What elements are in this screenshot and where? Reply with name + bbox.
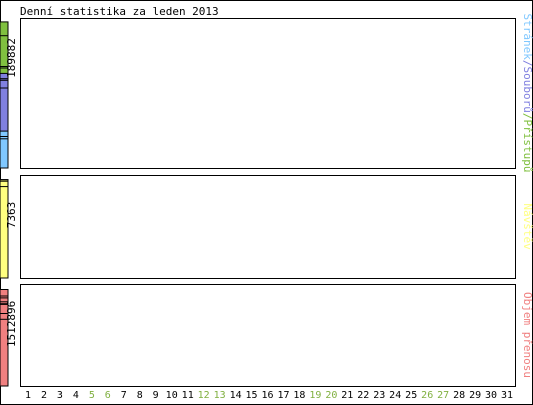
bar-kbytes-Objem přenosu-31	[0, 318, 9, 387]
x-tick-label-day-1: 1	[25, 390, 31, 401]
y-max-label-visits: 7363	[5, 202, 18, 229]
x-tick-label-day-11: 11	[182, 390, 194, 401]
panel-frame-visits	[20, 175, 516, 279]
x-tick-label-day-22: 22	[357, 390, 369, 401]
series-label-part: Stránek	[521, 14, 533, 61]
x-tick-label-day-25: 25	[405, 390, 417, 401]
x-tick-label-day-31: 31	[501, 390, 513, 401]
x-tick-label-day-13: 13	[214, 390, 226, 401]
series-label-requests: Stránek/Souborů/Přístupů	[521, 14, 533, 173]
x-tick-label-day-12: 12	[198, 390, 210, 401]
x-tick-label-day-7: 7	[121, 390, 127, 401]
x-tick-label-day-21: 21	[341, 390, 353, 401]
series-label-part: /Souborů	[521, 60, 533, 113]
x-tick-label-day-23: 23	[373, 390, 385, 401]
series-label-kbytes: Objem přenosu	[521, 292, 533, 378]
x-tick-label-day-28: 28	[453, 390, 465, 401]
x-tick-label-day-2: 2	[41, 390, 47, 401]
x-tick-label-day-9: 9	[153, 390, 159, 401]
chart-title: Denní statistika za leden 2013	[20, 5, 219, 18]
x-tick-label-day-4: 4	[73, 390, 79, 401]
series-label-visits: Návštěv	[521, 203, 533, 250]
y-max-label-requests: 189882	[5, 38, 18, 78]
bar-requests-Stránek-31	[0, 138, 9, 169]
x-tick-label-day-10: 10	[166, 390, 178, 401]
x-tick-label-day-19: 19	[309, 390, 321, 401]
x-tick-label-day-18: 18	[293, 390, 305, 401]
x-tick-label-day-24: 24	[389, 390, 401, 401]
bar-visits-Návštěv-31	[0, 186, 9, 279]
x-tick-label-day-5: 5	[89, 390, 95, 401]
panel-frame-requests	[20, 18, 516, 169]
x-tick-label-day-26: 26	[421, 390, 433, 401]
x-tick-label-day-6: 6	[105, 390, 111, 401]
x-tick-label-day-8: 8	[137, 390, 143, 401]
x-tick-label-day-15: 15	[245, 390, 257, 401]
x-tick-label-day-27: 27	[437, 390, 449, 401]
x-tick-label-day-17: 17	[277, 390, 289, 401]
x-tick-label-day-3: 3	[57, 390, 63, 401]
x-tick-label-day-30: 30	[485, 390, 497, 401]
y-max-label-kbytes: 1512896	[5, 301, 18, 347]
x-tick-label-day-14: 14	[230, 390, 242, 401]
x-tick-label-day-20: 20	[325, 390, 337, 401]
x-tick-label-day-29: 29	[469, 390, 481, 401]
panel-frame-kbytes	[20, 284, 516, 387]
series-label-part: /Přístupů	[521, 113, 533, 173]
x-tick-label-day-16: 16	[261, 390, 273, 401]
